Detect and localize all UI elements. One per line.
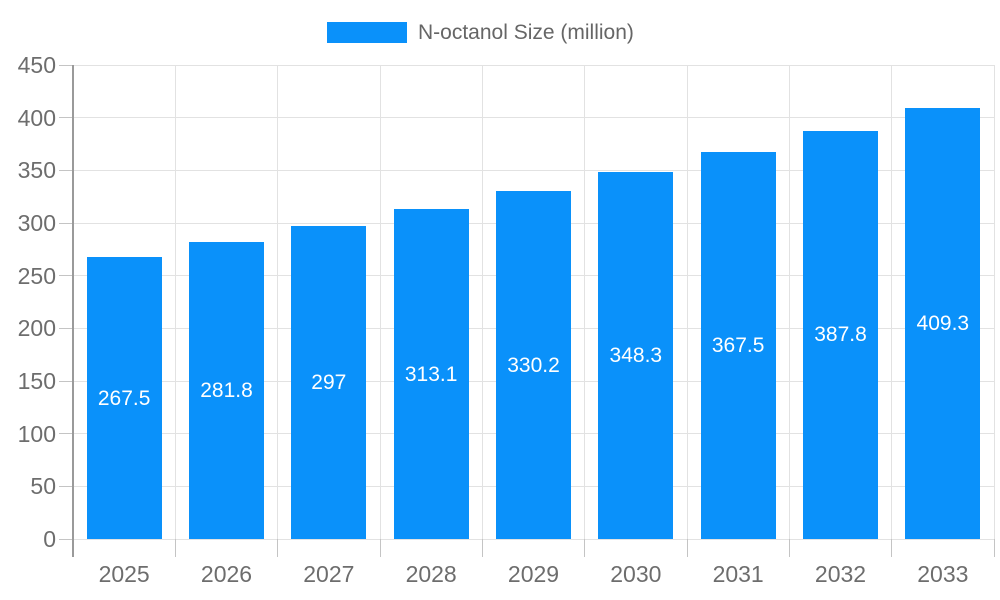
- y-axis-tick: [59, 222, 73, 224]
- x-axis-label: 2033: [917, 561, 969, 587]
- v-gridline: [379, 65, 381, 539]
- legend[interactable]: N-octanol Size (million): [327, 20, 634, 44]
- x-axis-tick: [993, 539, 995, 557]
- bar: 348.3: [598, 172, 674, 539]
- h-gridline: [73, 117, 994, 119]
- v-gridline: [788, 65, 790, 539]
- y-axis-tick: [59, 169, 73, 171]
- bar: 313.1: [393, 209, 469, 539]
- x-axis-tick: [379, 539, 381, 557]
- bar: 367.5: [700, 151, 776, 539]
- v-gridline: [584, 65, 586, 539]
- legend-swatch: [327, 22, 407, 43]
- bar-value-label: 330.2: [507, 353, 560, 377]
- bar: 387.8: [803, 130, 878, 539]
- y-axis-label: 200: [17, 315, 56, 342]
- x-axis-label: 2030: [610, 561, 662, 587]
- x-axis-tick: [277, 539, 279, 557]
- y-axis-tick: [59, 538, 73, 540]
- y-axis-tick: [59, 485, 73, 487]
- v-gridline: [277, 65, 279, 539]
- x-axis-label: 2026: [200, 561, 253, 587]
- h-gridline: [73, 538, 994, 540]
- x-axis-label: 2028: [405, 561, 457, 587]
- y-axis-label: 150: [17, 368, 56, 394]
- y-axis-label: 300: [17, 210, 56, 236]
- x-axis-label: 2032: [814, 561, 867, 587]
- bar-value-label: 348.3: [609, 344, 663, 368]
- bar: 281.8: [189, 242, 264, 539]
- y-axis-tick: [59, 433, 73, 435]
- h-gridline: [73, 169, 994, 171]
- y-axis-tick: [59, 275, 73, 277]
- v-gridline: [174, 65, 176, 539]
- bar-value-label: 297: [311, 371, 347, 395]
- bar: 267.5: [86, 257, 162, 539]
- y-axis-label: 50: [30, 473, 56, 500]
- y-axis-label: 400: [17, 104, 56, 131]
- bar: 409.3: [905, 107, 981, 539]
- bar-value-label: 409.3: [916, 311, 970, 335]
- v-gridline: [481, 65, 483, 539]
- x-axis-label: 2031: [712, 561, 764, 587]
- y-axis-tick: [59, 64, 73, 66]
- x-axis-label: 2027: [303, 561, 355, 587]
- bar-value-label: 281.8: [200, 379, 253, 403]
- x-axis-tick: [174, 539, 176, 557]
- y-axis-label: 350: [17, 157, 56, 184]
- x-axis-tick: [481, 539, 483, 557]
- y-axis-label: 450: [17, 52, 56, 78]
- x-axis-label: 2025: [98, 561, 150, 587]
- x-axis-label: 2029: [507, 561, 560, 587]
- y-axis-label: 0: [43, 526, 56, 552]
- x-axis-tick: [584, 539, 586, 557]
- y-axis-label: 100: [17, 420, 56, 447]
- bar-value-label: 387.8: [814, 323, 867, 347]
- bar-value-label: 367.5: [711, 333, 765, 357]
- y-axis-line: [72, 65, 74, 557]
- y-axis-label: 250: [17, 262, 56, 289]
- v-gridline: [686, 65, 688, 539]
- h-gridline: [73, 64, 994, 66]
- bar: 330.2: [496, 191, 571, 539]
- y-axis-tick: [59, 380, 73, 382]
- v-gridline: [891, 65, 893, 539]
- bar: 297: [291, 226, 367, 539]
- y-axis-tick: [59, 327, 73, 329]
- bar-value-label: 313.1: [404, 362, 458, 386]
- x-axis-tick: [686, 539, 688, 557]
- x-axis-tick: [891, 539, 893, 557]
- legend-label: N-octanol Size (million): [418, 20, 634, 44]
- y-axis-tick: [59, 117, 73, 119]
- x-axis-tick: [788, 539, 790, 557]
- v-gridline: [993, 65, 995, 539]
- bar-value-label: 267.5: [97, 386, 151, 410]
